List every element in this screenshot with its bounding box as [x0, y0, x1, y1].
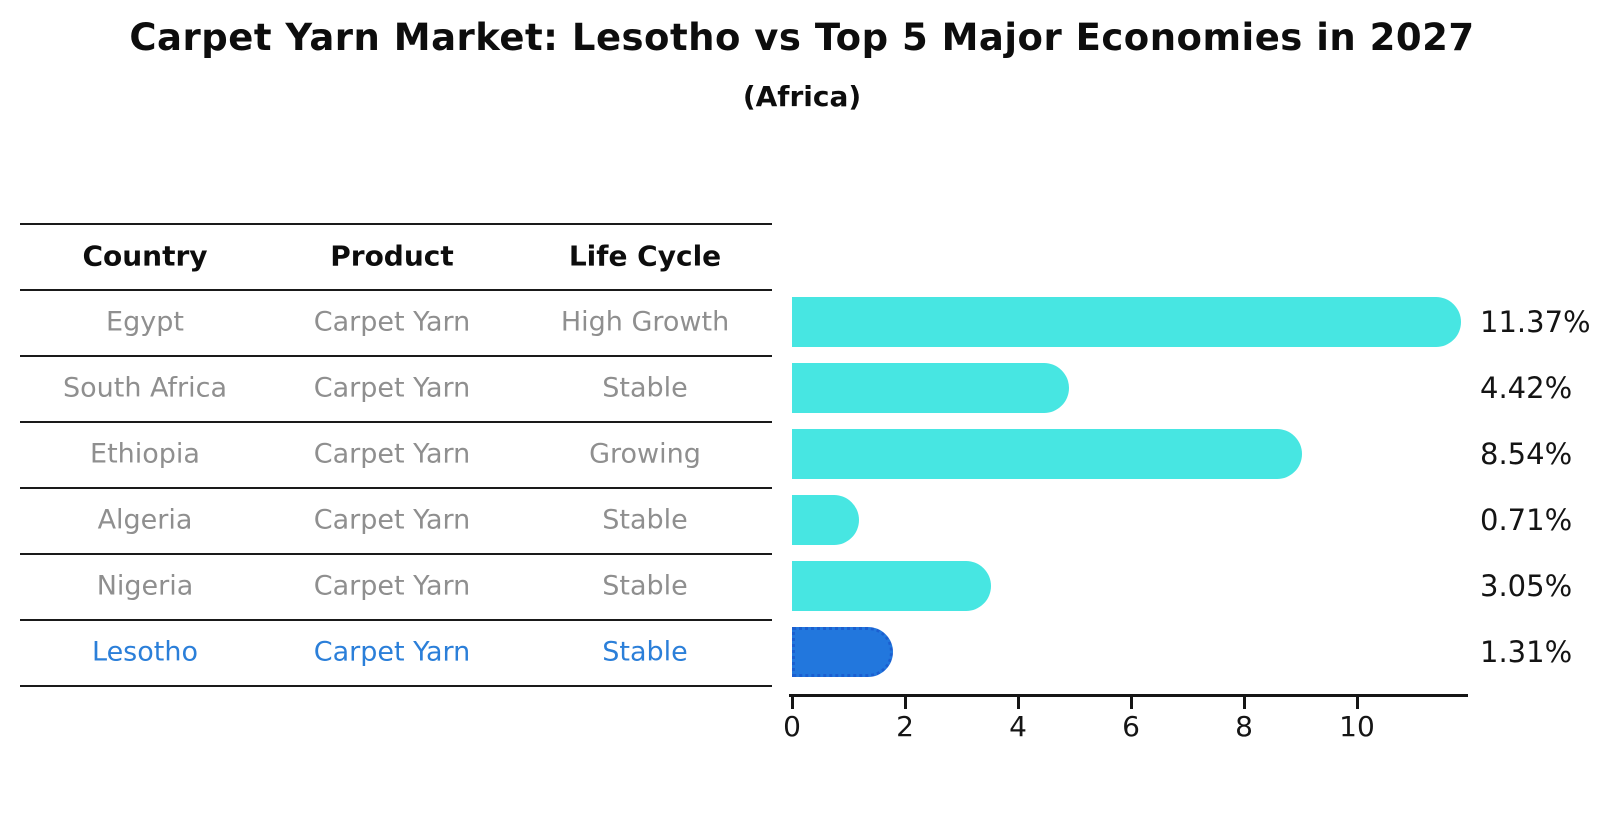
table-cell-egypt-product: Carpet Yarn [313, 306, 471, 338]
bar-south-africa [792, 363, 1069, 413]
table-cell-egypt-country: Egypt [106, 306, 184, 338]
table-separator-line [20, 421, 772, 423]
table-cell-south-africa-life-cycle: Stable [602, 372, 688, 404]
table-cell-lesotho-product: Carpet Yarn [313, 636, 471, 668]
table-separator-line [20, 487, 772, 489]
value-label-algeria: 0.71% [1480, 503, 1573, 537]
table-separator-line [20, 223, 772, 225]
bar-ethiopia [792, 429, 1302, 479]
x-tick-mark [1130, 697, 1133, 709]
x-tick-label-10: 10 [1339, 710, 1375, 743]
chart-title: Carpet Yarn Market: Lesotho vs Top 5 Maj… [129, 16, 1475, 59]
table-cell-algeria-life-cycle: Stable [602, 504, 688, 536]
table-cell-nigeria-life-cycle: Stable [602, 570, 688, 602]
bar-egypt [792, 297, 1461, 347]
x-tick-mark [1017, 697, 1020, 709]
table-cell-lesotho-country: Lesotho [92, 636, 198, 668]
bar-nigeria [792, 561, 991, 611]
table-cell-ethiopia-product: Carpet Yarn [313, 438, 471, 470]
table-separator-line [20, 685, 772, 687]
x-tick-mark [1243, 697, 1246, 709]
table-cell-egypt-life-cycle: High Growth [560, 306, 730, 338]
table-cell-south-africa-country: South Africa [62, 372, 228, 404]
table-separator-line [20, 355, 772, 357]
x-tick-label-8: 8 [1235, 710, 1253, 743]
table-header-product: Product [330, 239, 454, 273]
value-label-south-africa: 4.42% [1480, 371, 1573, 405]
x-tick-mark [1356, 697, 1359, 709]
value-label-ethiopia: 8.54% [1480, 437, 1573, 471]
table-cell-nigeria-product: Carpet Yarn [313, 570, 471, 602]
chart-subtitle: (Africa) [742, 80, 862, 113]
value-label-egypt: 11.37% [1480, 305, 1591, 339]
table-separator-line [20, 553, 772, 555]
table-cell-nigeria-country: Nigeria [96, 570, 194, 602]
value-label-lesotho: 1.31% [1480, 635, 1573, 669]
x-axis-line [789, 694, 1468, 697]
value-label-nigeria: 3.05% [1480, 569, 1573, 603]
x-tick-label-0: 0 [783, 710, 801, 743]
table-separator-line [20, 289, 772, 291]
table-header-life-cycle: Life Cycle [568, 239, 722, 273]
table-cell-algeria-product: Carpet Yarn [313, 504, 471, 536]
table-cell-algeria-country: Algeria [97, 504, 193, 536]
bar-lesotho [792, 627, 893, 677]
x-tick-label-4: 4 [1009, 710, 1027, 743]
table-cell-ethiopia-country: Ethiopia [90, 438, 200, 470]
table-header-country: Country [82, 239, 208, 273]
x-tick-mark [791, 697, 794, 709]
table-cell-ethiopia-life-cycle: Growing [589, 438, 701, 470]
x-tick-label-6: 6 [1122, 710, 1140, 743]
x-tick-label-2: 2 [896, 710, 914, 743]
x-tick-mark [904, 697, 907, 709]
bar-algeria [792, 495, 859, 545]
table-cell-south-africa-product: Carpet Yarn [313, 372, 471, 404]
table-separator-line [20, 619, 772, 621]
table-cell-lesotho-life-cycle: Stable [602, 636, 688, 668]
